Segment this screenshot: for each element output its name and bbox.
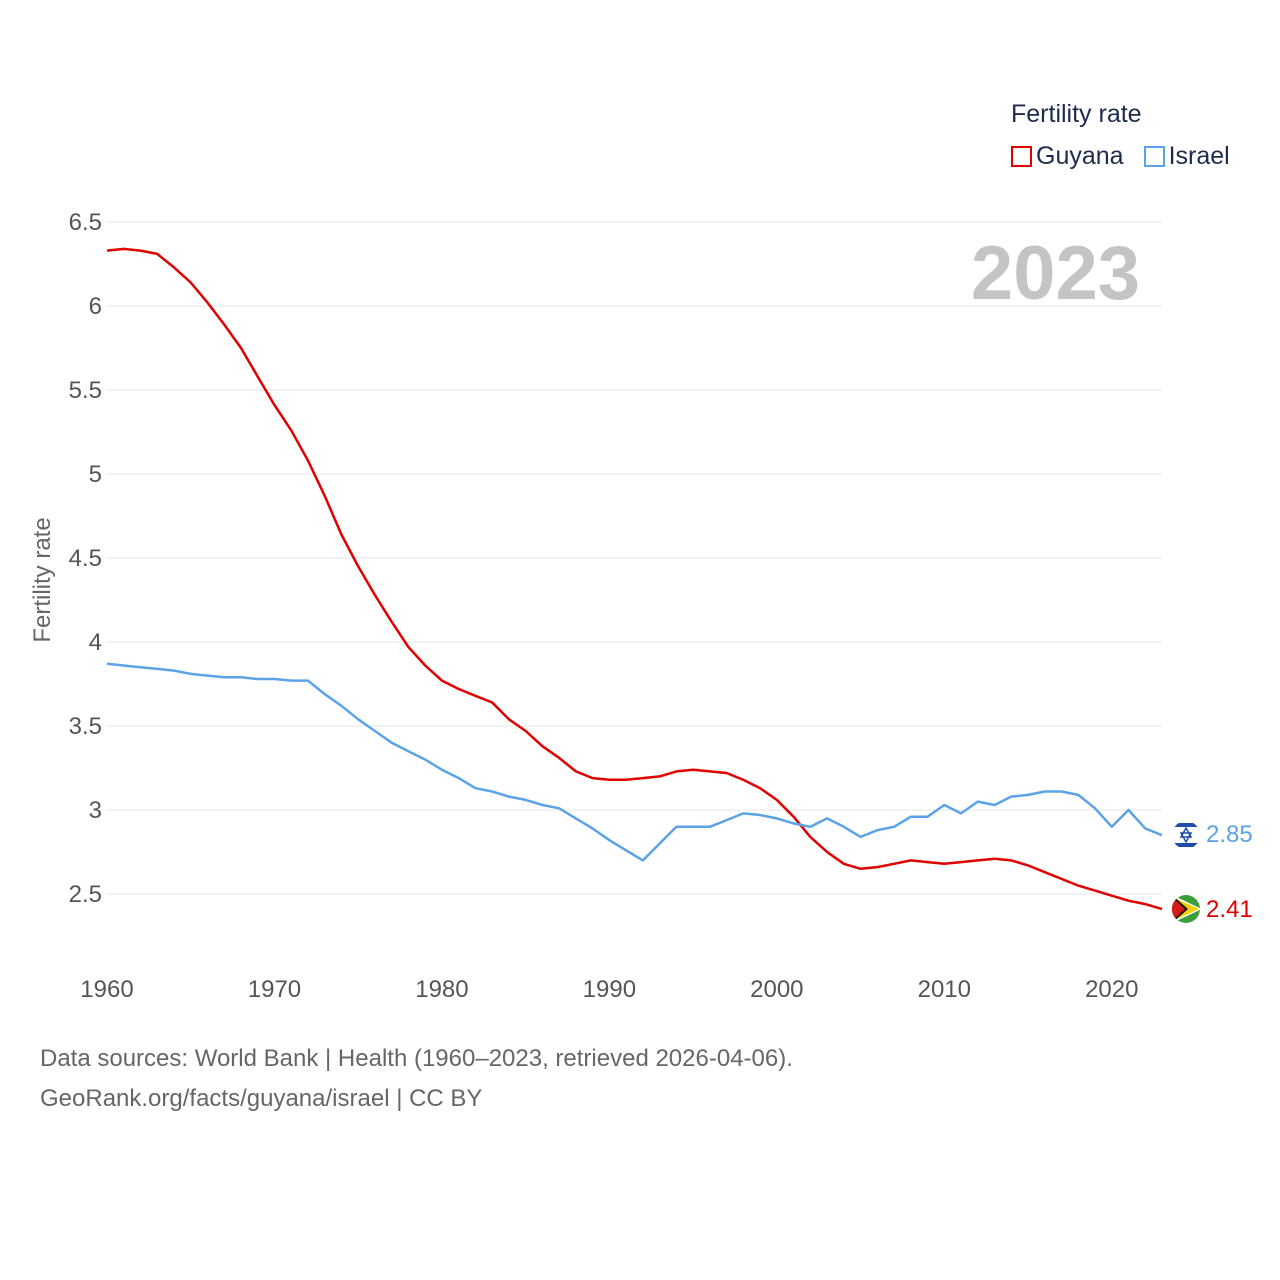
- series-lines: [106, 247, 1163, 911]
- israel-end-value: 2.85: [1206, 821, 1253, 848]
- x-tick-label: 2010: [918, 976, 971, 1003]
- y-tick-label: 5.5: [69, 377, 102, 404]
- legend-label-guyana: Guyana: [1036, 142, 1124, 170]
- israel-swatch: [1143, 146, 1165, 167]
- chart-gridlines: [107, 221, 1162, 895]
- x-tick-label: 1980: [415, 976, 468, 1003]
- legend-title: Fertility rate: [1011, 100, 1142, 128]
- series-line-guyana[interactable]: [106, 247, 1163, 911]
- guyana-flag-icon: [1172, 895, 1200, 923]
- y-tick-label: 3.5: [69, 713, 102, 740]
- footer-attribution: GeoRank.org/facts/guyana/israel | CC BY: [40, 1085, 483, 1112]
- y-axis-ticks: 2.5 3 3.5 4 4.5 5 5.5 6 6.5: [69, 209, 102, 908]
- year-watermark: 2023: [971, 231, 1140, 316]
- footer-sources: Data sources: World Bank | Health (1960–…: [40, 1045, 793, 1072]
- legend: Guyana Israel: [1011, 142, 1250, 171]
- y-tick-label: 4: [89, 629, 102, 656]
- x-axis-ticks: 1960 1970 1980 1990 2000 2010 2020: [80, 976, 1138, 1003]
- series-line-israel[interactable]: [106, 662, 1163, 862]
- guyana-swatch: [1011, 146, 1032, 167]
- y-tick-label: 4.5: [69, 545, 102, 572]
- x-tick-label: 1960: [80, 976, 133, 1003]
- legend-label-israel: Israel: [1168, 142, 1230, 170]
- y-tick-label: 6: [89, 293, 102, 320]
- x-tick-label: 2000: [750, 976, 803, 1003]
- legend-item-guyana[interactable]: Guyana: [1011, 142, 1124, 171]
- y-tick-label: 6.5: [69, 209, 102, 236]
- y-tick-label: 3: [89, 797, 102, 824]
- israel-flag-icon: [1172, 821, 1200, 849]
- guyana-end-value: 2.41: [1206, 896, 1253, 923]
- x-tick-label: 1990: [583, 976, 636, 1003]
- x-tick-label: 2020: [1085, 976, 1138, 1003]
- y-axis-label: Fertility rate: [29, 517, 56, 642]
- x-tick-label: 1970: [248, 976, 301, 1003]
- y-tick-label: 5: [89, 461, 102, 488]
- legend-item-israel[interactable]: Israel: [1143, 142, 1230, 171]
- y-tick-label: 2.5: [69, 881, 102, 908]
